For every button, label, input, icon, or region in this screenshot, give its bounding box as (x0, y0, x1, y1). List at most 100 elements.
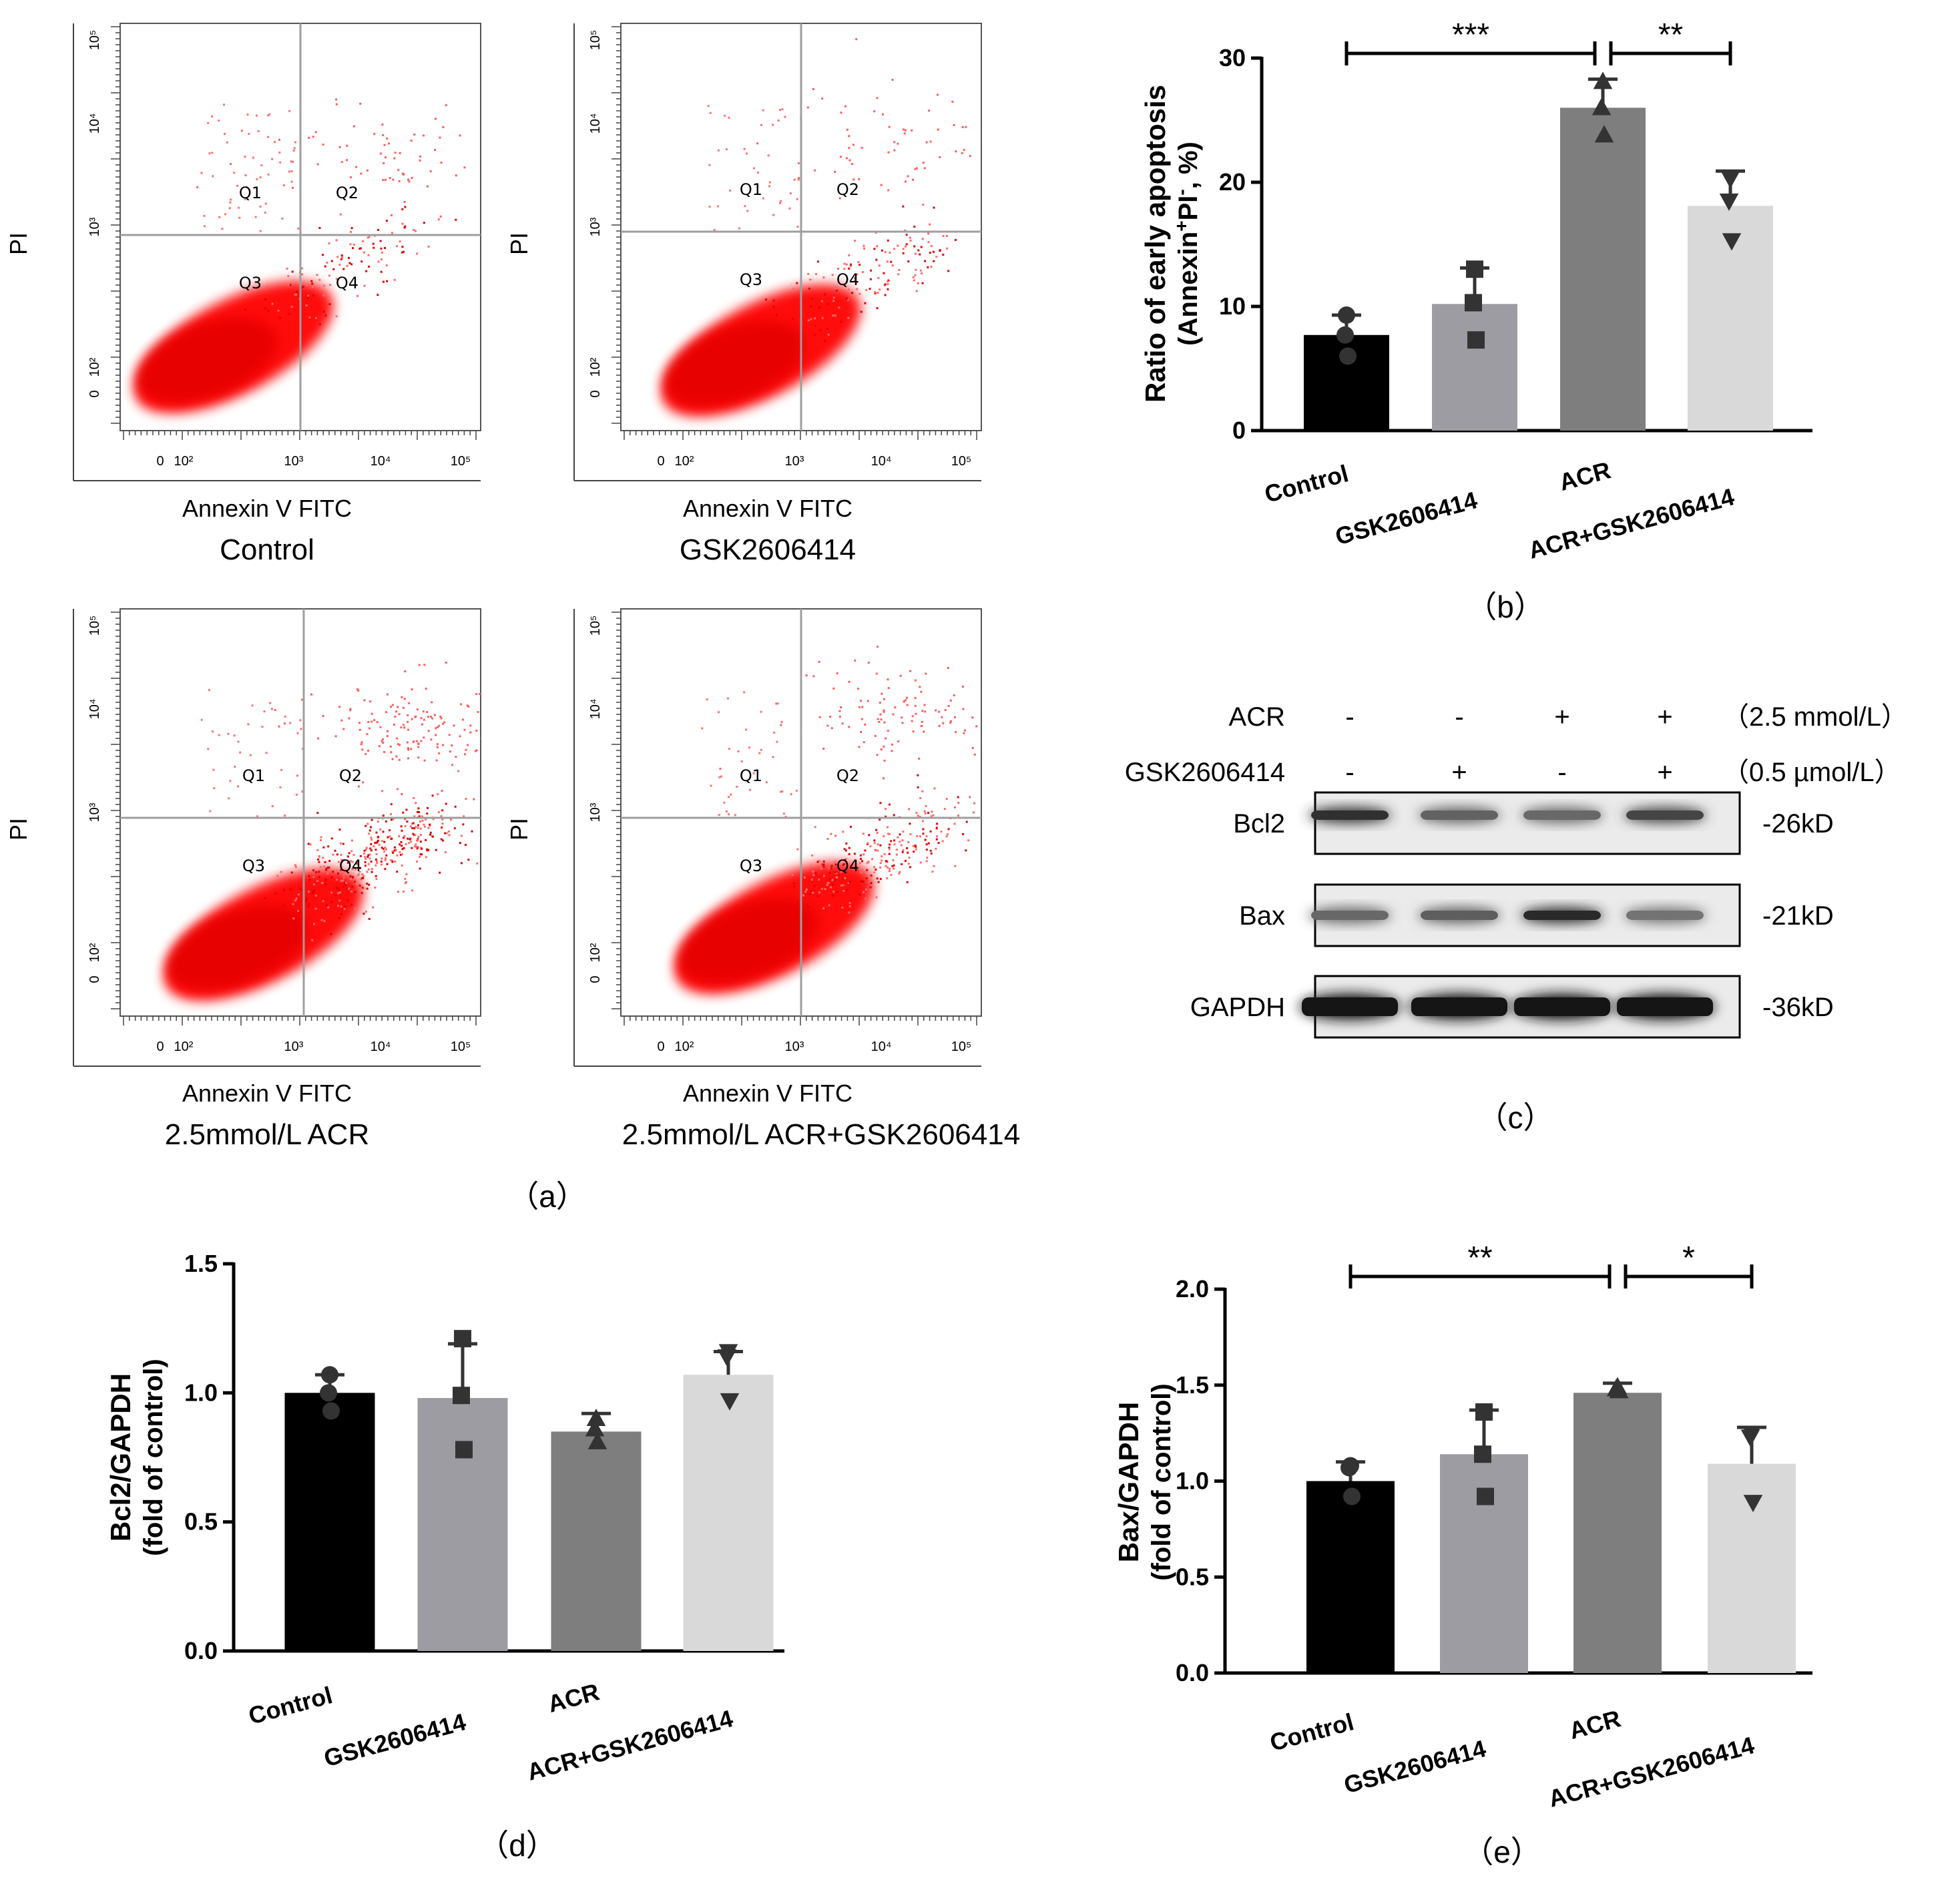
flow-event (393, 157, 396, 160)
flow-event (366, 236, 369, 239)
flow-event (411, 718, 413, 720)
flow-event (221, 228, 224, 230)
flow-event (822, 747, 825, 750)
flow-event (916, 835, 919, 837)
flow-event (363, 284, 366, 287)
bar-2 (1573, 1393, 1662, 1673)
flow-event (881, 692, 883, 695)
flow-event (336, 905, 339, 907)
flow-event (920, 246, 923, 248)
flow-event (431, 794, 434, 797)
flow-event (294, 866, 297, 869)
flow-event (848, 159, 851, 162)
flow-event (836, 672, 838, 675)
flow-event (308, 316, 311, 319)
flow-event (947, 666, 949, 669)
flow-event (342, 874, 345, 877)
flow-x-tick-label: 10³ (785, 454, 804, 469)
flow-event (812, 891, 814, 894)
flow-event (407, 757, 410, 760)
flow-event (465, 748, 467, 751)
flow-event (861, 146, 863, 149)
flow-event (305, 900, 308, 903)
flow-event (420, 717, 423, 720)
flow-event (383, 841, 386, 843)
flow-event (444, 832, 447, 835)
flow-event (386, 693, 389, 696)
flow-event (370, 843, 373, 846)
bar-1 (1432, 304, 1517, 431)
flow-event (308, 903, 310, 905)
flow-event (489, 183, 491, 185)
flow-event (338, 888, 340, 891)
flow-event (379, 240, 382, 242)
flow-event (753, 167, 756, 170)
flow-event (850, 825, 852, 828)
flow-event (848, 902, 851, 905)
flow-event (839, 156, 842, 158)
flow-event (501, 733, 503, 735)
flow-event (842, 889, 845, 892)
flow-event (342, 859, 344, 861)
data-point (1475, 1403, 1493, 1421)
flow-event (317, 737, 320, 740)
flow-event (925, 835, 928, 838)
flow-event (398, 180, 401, 182)
flow-event (403, 724, 405, 726)
data-point (1477, 1487, 1494, 1505)
flow-event (923, 704, 926, 706)
data-point (587, 1431, 607, 1449)
flow-event (790, 793, 792, 796)
flow-y-tick-label: 10⁴ (588, 699, 603, 720)
flow-event (300, 286, 303, 289)
flow-event (449, 750, 451, 753)
data-point (322, 1402, 340, 1420)
flow-event (793, 885, 796, 888)
flow-event (398, 713, 401, 716)
flow-event (899, 841, 901, 843)
flow-event (840, 320, 842, 323)
flow-event (300, 728, 302, 730)
flow-event (305, 897, 308, 900)
flow-event (899, 871, 901, 873)
blot-band-core (1626, 810, 1704, 820)
flow-event (935, 709, 937, 712)
flow-event (437, 726, 439, 728)
flow-event (908, 808, 911, 810)
flow-event (744, 205, 746, 208)
flow-event (368, 883, 371, 886)
x-category-label: ACR+GSK2606414 (524, 1704, 736, 1786)
flow-event (834, 872, 837, 875)
flow-event (238, 216, 241, 219)
flow-event (267, 309, 270, 312)
flow-event (228, 207, 231, 210)
flow-event (292, 150, 295, 152)
flow-event (403, 250, 405, 253)
y-tick-label: 1.5 (1176, 1371, 1209, 1399)
flow-event (901, 851, 904, 854)
flow-event (375, 853, 378, 856)
flow-event (907, 175, 909, 178)
flow-event (395, 849, 397, 852)
flow-y-tick-label: 0 (87, 390, 102, 397)
flow-event (827, 333, 830, 336)
y-axis-label-part: (Annexin (1174, 232, 1203, 346)
flow-event (463, 728, 466, 731)
flow-event (933, 206, 935, 209)
flow-quadrant-label: Q2 (336, 184, 358, 202)
flow-event (230, 198, 232, 201)
flow-event (396, 854, 399, 857)
flow-event (391, 859, 394, 862)
flow-quadrant-label: Q2 (339, 766, 362, 785)
flow-event (473, 798, 475, 800)
flow-event (775, 314, 778, 316)
flow-event (834, 861, 836, 863)
flow-event (832, 296, 835, 299)
flow-event (340, 861, 343, 864)
flow-event (509, 741, 511, 743)
flow-event (374, 841, 377, 844)
flow-event (918, 757, 921, 760)
flow-event (362, 875, 364, 877)
flow-event (308, 879, 311, 881)
